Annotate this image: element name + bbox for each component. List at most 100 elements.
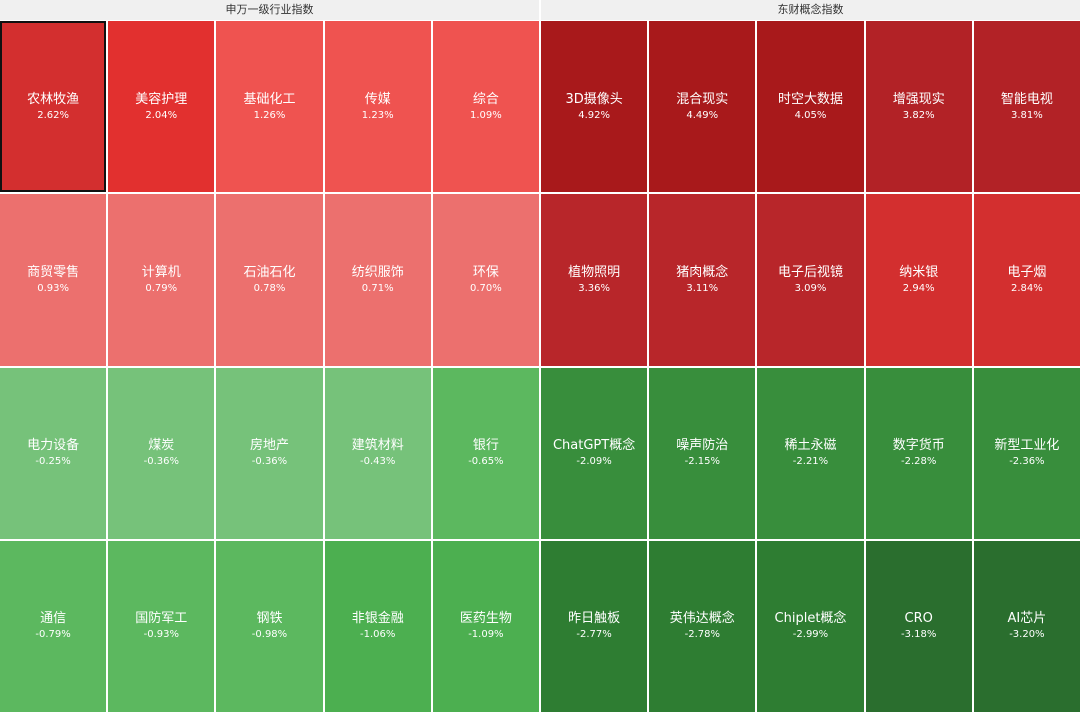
tile-name: ChatGPT概念	[552, 438, 636, 454]
tile[interactable]: 石油石化 0.78%	[216, 194, 323, 366]
tile-name: CRO	[904, 611, 933, 627]
tile[interactable]: 银行 -0.65%	[432, 367, 539, 539]
tile-change: 3.82%	[902, 109, 935, 121]
tile-name: 商贸零售	[27, 264, 80, 280]
tile-name: 英伟达概念	[669, 611, 735, 627]
tile[interactable]: 非银金融 -1.06%	[324, 540, 431, 712]
tile-change: -2.21%	[792, 456, 829, 468]
tile[interactable]: 昨日触板 -2.77%	[541, 540, 648, 712]
tile[interactable]: AI芯片 -3.20%	[973, 540, 1080, 712]
tile-name: 3D摄像头	[565, 91, 623, 107]
tile-change: 2.94%	[902, 282, 935, 294]
tile-change: -1.06%	[360, 629, 396, 641]
tile-change: 2.62%	[37, 109, 69, 121]
tile[interactable]: 3D摄像头 4.92%	[541, 21, 648, 193]
tile-name: 医药生物	[459, 611, 512, 627]
tile-change: 0.93%	[37, 282, 69, 294]
tile-name: 电力设备	[27, 438, 80, 454]
panel: 东财概念指数 3D摄像头 4.92% 混合现实 4.49% 时空大数据 4.05% 增强现实 3…	[541, 0, 1080, 712]
tile[interactable]: 传媒 1.23%	[324, 21, 431, 193]
tile[interactable]: 基础化工 1.26%	[216, 21, 323, 193]
tile-change: 1.23%	[361, 109, 394, 121]
tile[interactable]: 煤炭 -0.36%	[108, 367, 215, 539]
tile-name: 房地产	[249, 438, 289, 454]
tile-name: 混合现实	[676, 91, 729, 107]
tile-name: 纳米银	[899, 264, 939, 280]
tile[interactable]: CRO -3.18%	[865, 540, 972, 712]
tile[interactable]: 环保 0.70%	[432, 194, 539, 366]
tile-change: -0.93%	[143, 629, 179, 641]
tile-name: 猪肉概念	[676, 264, 729, 280]
tile-change: -2.36%	[1009, 456, 1045, 468]
tile[interactable]: 电子后视镜 3.09%	[757, 194, 864, 366]
tile-grid: 农林牧渔 2.62% 美容护理 2.04% 基础化工 1.26% 传媒 1.23% 综合 1.09…	[0, 20, 539, 712]
tile-change: 2.84%	[1011, 282, 1043, 294]
tile[interactable]: 猪肉概念 3.11%	[649, 194, 756, 366]
tile-change: 3.36%	[578, 282, 610, 294]
tile-change: 4.92%	[578, 109, 610, 121]
tile-change: 0.71%	[361, 282, 394, 294]
tile-change: -2.77%	[576, 629, 612, 641]
tile[interactable]: 混合现实 4.49%	[649, 21, 756, 193]
tile-change: -2.15%	[684, 456, 720, 468]
tile[interactable]: 纳米银 2.94%	[865, 194, 972, 366]
tile[interactable]: 植物照明 3.36%	[541, 194, 648, 366]
tile-name: AI芯片	[1007, 611, 1047, 627]
tile-name: 环保	[472, 264, 499, 280]
tile-name: 电子烟	[1007, 264, 1047, 280]
tile[interactable]: 国防军工 -0.93%	[108, 540, 215, 712]
tile[interactable]: 数字货币 -2.28%	[865, 367, 972, 539]
tile-change: -3.18%	[901, 629, 937, 641]
tile[interactable]: 电力设备 -0.25%	[0, 367, 107, 539]
tile[interactable]: 稀土永磁 -2.21%	[757, 367, 864, 539]
tile-change: -0.98%	[251, 629, 288, 641]
tile-name: Chiplet概念	[774, 611, 847, 627]
tile[interactable]: 商贸零售 0.93%	[0, 194, 107, 366]
tile[interactable]: 通信 -0.79%	[0, 540, 107, 712]
tile[interactable]: 新型工业化 -2.36%	[973, 367, 1080, 539]
tile-change: -3.20%	[1009, 629, 1045, 641]
tile-name: 农林牧渔	[27, 91, 80, 107]
tile-name: 智能电视	[1000, 91, 1053, 107]
tile-change: 0.70%	[470, 282, 502, 294]
tile[interactable]: 纺织服饰 0.71%	[324, 194, 431, 366]
tile-name: 建筑材料	[351, 438, 404, 454]
tile[interactable]: 房地产 -0.36%	[216, 367, 323, 539]
tile[interactable]: ChatGPT概念 -2.09%	[541, 367, 648, 539]
tile[interactable]: 农林牧渔 2.62%	[0, 21, 107, 193]
tile[interactable]: Chiplet概念 -2.99%	[757, 540, 864, 712]
tile-name: 煤炭	[148, 438, 175, 454]
tile-name: 稀土永磁	[784, 438, 837, 454]
tile-change: -0.65%	[468, 456, 504, 468]
tile[interactable]: 医药生物 -1.09%	[432, 540, 539, 712]
tile-change: -0.36%	[251, 456, 288, 468]
tile-name: 昨日触板	[568, 611, 621, 627]
tile-change: -2.99%	[792, 629, 829, 641]
tile-name: 数字货币	[892, 438, 945, 454]
tile-change: 3.09%	[794, 282, 827, 294]
tile[interactable]: 噪声防治 -2.15%	[649, 367, 756, 539]
tile[interactable]: 美容护理 2.04%	[108, 21, 215, 193]
tile-change: 1.26%	[253, 109, 286, 121]
tile-change: -2.78%	[684, 629, 720, 641]
tile[interactable]: 时空大数据 4.05%	[757, 21, 864, 193]
tile[interactable]: 电子烟 2.84%	[973, 194, 1080, 366]
tile-name: 新型工业化	[994, 438, 1060, 454]
tile[interactable]: 增强现实 3.82%	[865, 21, 972, 193]
tile-name: 石油石化	[243, 264, 296, 280]
tile-grid: 3D摄像头 4.92% 混合现实 4.49% 时空大数据 4.05% 增强现实 3.82% 智能…	[541, 20, 1080, 712]
tile-change: -0.43%	[360, 456, 396, 468]
tile[interactable]: 计算机 0.79%	[108, 194, 215, 366]
tile-name: 美容护理	[135, 91, 188, 107]
tile[interactable]: 建筑材料 -0.43%	[324, 367, 431, 539]
tile-name: 银行	[472, 438, 499, 454]
tile[interactable]: 综合 1.09%	[432, 21, 539, 193]
tile-change: 0.78%	[253, 282, 286, 294]
tile-name: 噪声防治	[676, 438, 729, 454]
tile[interactable]: 钢铁 -0.98%	[216, 540, 323, 712]
tile-name: 植物照明	[568, 264, 621, 280]
tile[interactable]: 英伟达概念 -2.78%	[649, 540, 756, 712]
tile-name: 国防军工	[135, 611, 188, 627]
tile[interactable]: 智能电视 3.81%	[973, 21, 1080, 193]
